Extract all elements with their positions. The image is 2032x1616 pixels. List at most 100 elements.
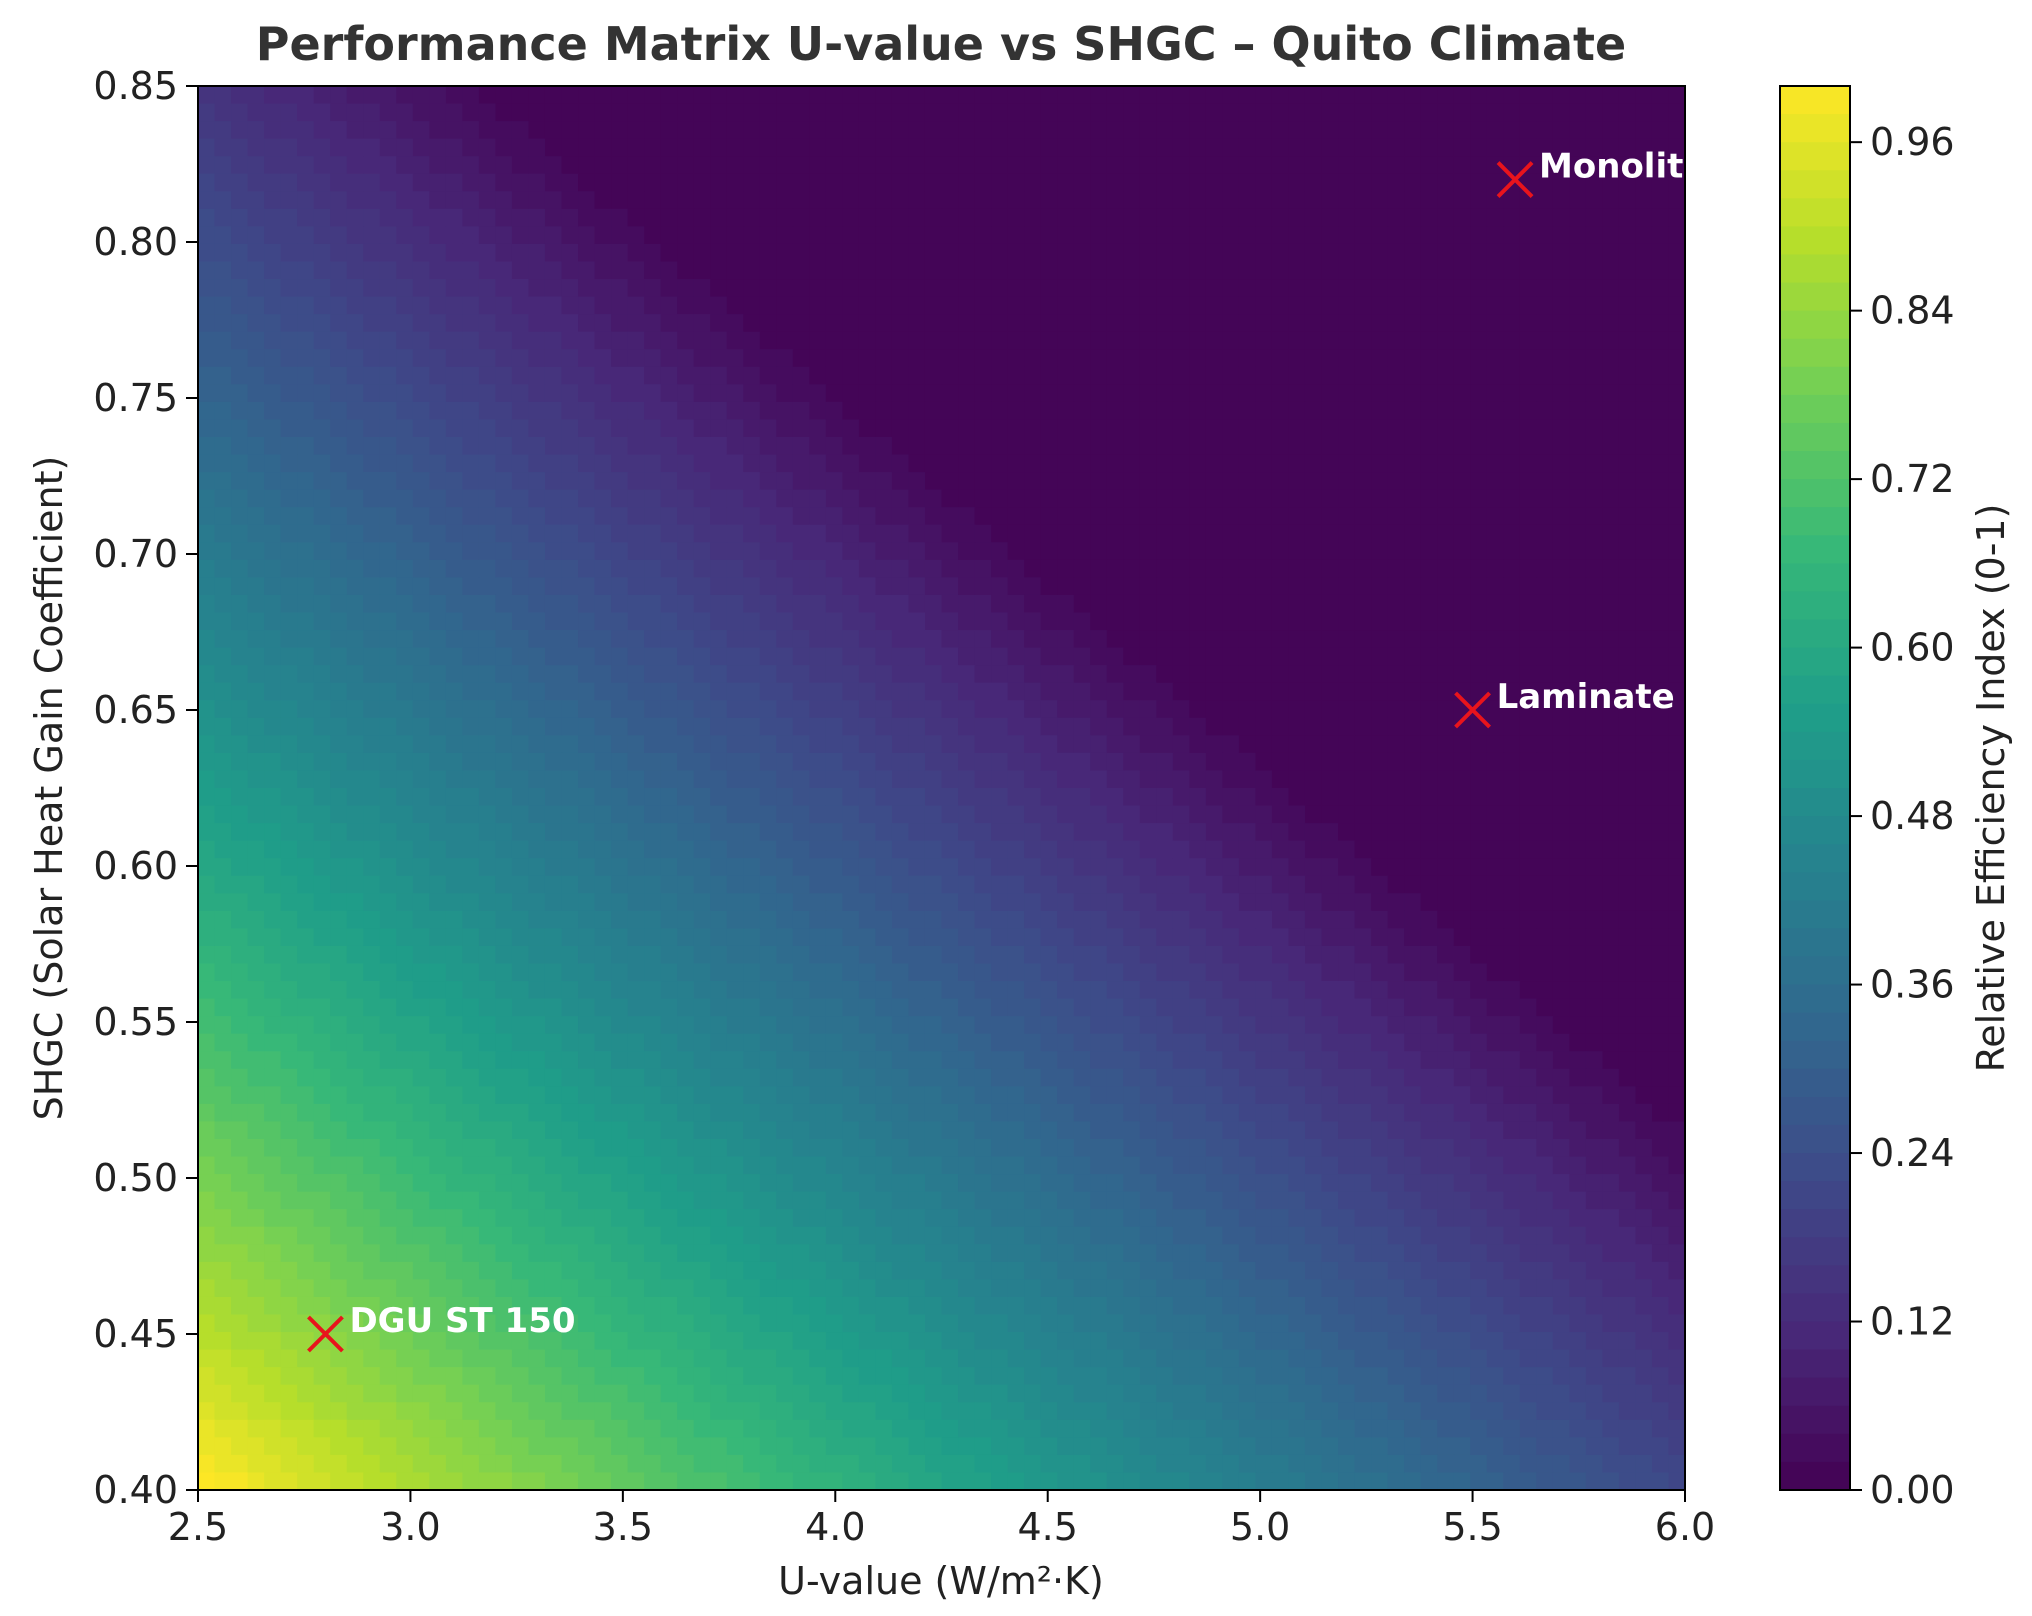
heatmap-cell (313, 173, 331, 193)
heatmap-cell (379, 963, 398, 982)
heatmap-cell (1552, 735, 1571, 754)
heatmap-cell (792, 243, 811, 263)
heatmap-cell (1106, 419, 1125, 438)
heatmap-cell (214, 121, 232, 140)
heatmap-cell (1338, 173, 1356, 193)
heatmap-cell (710, 331, 728, 351)
heatmap-cell (1222, 630, 1240, 649)
heatmap-cell (842, 103, 860, 122)
heatmap-cell (1552, 437, 1571, 456)
heatmap-cell (627, 998, 645, 1017)
heatmap-cell (1222, 314, 1240, 333)
heatmap-cell (495, 296, 513, 315)
heatmap-cell (1635, 279, 1653, 298)
heatmap-cell (1536, 945, 1554, 965)
heatmap-cell (693, 823, 711, 842)
heatmap-cell (743, 243, 761, 263)
heatmap-cell (313, 86, 331, 105)
heatmap-cell (1321, 243, 1339, 263)
heatmap-cell (792, 208, 811, 228)
heatmap-cell (297, 208, 315, 228)
heatmap-cell (247, 331, 265, 351)
heatmap-cell (1387, 577, 1405, 596)
heatmap-cell (1090, 121, 1108, 140)
heatmap-cell (1222, 524, 1240, 544)
heatmap-cell (1470, 542, 1488, 561)
heatmap-cell (1007, 507, 1025, 526)
heatmap-cell (743, 524, 761, 544)
heatmap-cell (429, 366, 447, 386)
heatmap-cell (660, 208, 678, 228)
heatmap-cell (1651, 928, 1670, 947)
heatmap-cell (198, 331, 216, 351)
heatmap-cell (1040, 770, 1058, 789)
heatmap-cell (297, 121, 315, 140)
heatmap-cell (1420, 156, 1438, 175)
heatmap-cell (1057, 630, 1075, 649)
heatmap-cell (1635, 893, 1653, 912)
heatmap-cell (875, 577, 893, 596)
heatmap-cell (1486, 1016, 1505, 1035)
heatmap-cell (991, 1016, 1009, 1035)
heatmap-cell (710, 998, 728, 1017)
heatmap-cell (743, 366, 761, 386)
heatmap-cell (1651, 489, 1670, 508)
heatmap-cell (677, 86, 695, 105)
heatmap-cell (1585, 700, 1604, 719)
heatmap-cell (759, 542, 778, 561)
heatmap-cell (231, 717, 249, 737)
heatmap-cell (710, 910, 728, 930)
heatmap-cell (1437, 489, 1455, 508)
heatmap-cell (743, 963, 761, 982)
heatmap-cell (1304, 191, 1323, 210)
heatmap-cell (1304, 840, 1323, 859)
heatmap-cell (1486, 998, 1505, 1017)
heatmap-cell (1338, 314, 1356, 333)
heatmap-cell (578, 577, 596, 596)
heatmap-cell (1057, 945, 1075, 965)
heatmap-cell (974, 437, 992, 456)
heatmap-cell (1321, 156, 1339, 175)
heatmap-cell (1057, 349, 1075, 368)
heatmap-cell (1503, 928, 1521, 947)
heatmap-cell (1602, 103, 1620, 122)
heatmap-cell (1387, 700, 1405, 719)
heatmap-cell (346, 752, 365, 772)
heatmap-cell (776, 594, 794, 614)
heatmap-cell (1437, 507, 1455, 526)
heatmap-cell (1090, 823, 1108, 842)
heatmap-cell (280, 314, 298, 333)
heatmap-cell (1635, 437, 1653, 456)
heatmap-cell (214, 981, 232, 1000)
heatmap-cell (759, 261, 778, 280)
heatmap-cell (710, 963, 728, 982)
heatmap-cell (611, 559, 629, 579)
heatmap-cell (1338, 1016, 1356, 1035)
heatmap-cell (379, 121, 398, 140)
heatmap-cell (1387, 121, 1405, 140)
heatmap-cell (660, 559, 678, 579)
heatmap-cell (1321, 594, 1339, 614)
heatmap-cell (396, 594, 414, 614)
heatmap-cell (313, 121, 331, 140)
heatmap-cell (858, 366, 877, 386)
heatmap-cell (842, 542, 860, 561)
heatmap-cell (1453, 823, 1472, 842)
heatmap-cell (1304, 331, 1323, 351)
heatmap-cell (908, 472, 926, 491)
heatmap-cell (825, 226, 844, 245)
heatmap-cell (991, 103, 1009, 122)
heatmap-cell (247, 700, 265, 719)
heatmap-cell (280, 208, 298, 228)
heatmap-cell (627, 700, 645, 719)
heatmap-cell (1238, 419, 1257, 438)
heatmap-cell (1470, 507, 1488, 526)
heatmap-cell (280, 261, 298, 280)
heatmap-cell (1288, 86, 1306, 105)
heatmap-cell (991, 121, 1009, 140)
heatmap-cell (231, 121, 249, 140)
heatmap-cell (627, 717, 645, 737)
heatmap-cell (528, 875, 546, 895)
heatmap-cell (924, 875, 943, 895)
heatmap-cell (544, 1016, 563, 1035)
